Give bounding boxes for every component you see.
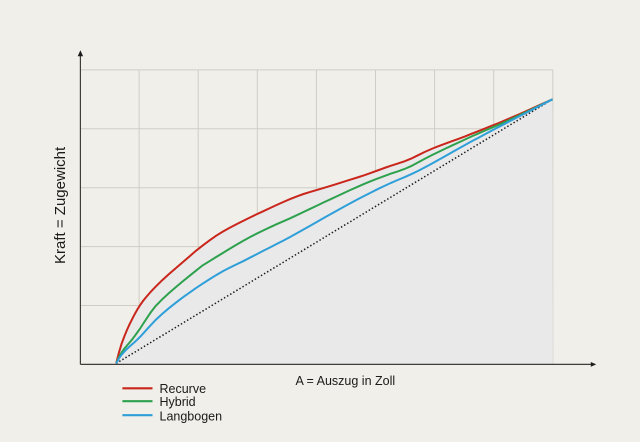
svg-text:A = Auszug in Zoll: A = Auszug in Zoll bbox=[295, 374, 395, 388]
svg-text:Langbogen: Langbogen bbox=[160, 409, 223, 423]
svg-text:Hybrid: Hybrid bbox=[160, 395, 196, 409]
svg-text:Kraft = Zugewicht: Kraft = Zugewicht bbox=[52, 146, 69, 264]
svg-text:Recurve: Recurve bbox=[160, 382, 207, 396]
